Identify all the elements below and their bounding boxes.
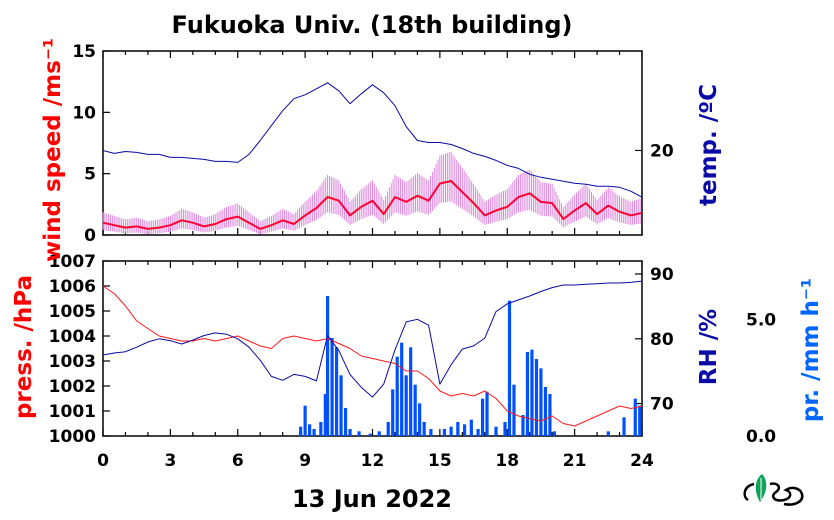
precip-bar — [348, 429, 352, 436]
precip-bar — [303, 405, 307, 436]
wind-speed-axis-label: wind speed /ms⁻¹ — [40, 38, 66, 262]
left-tick-label: 1006 — [49, 277, 96, 297]
right-tick-label: 90 — [650, 265, 674, 285]
x-tick-label: 18 — [495, 451, 519, 471]
precip-bar — [334, 347, 339, 436]
x-tick-label: 21 — [563, 451, 587, 471]
left-tick-label: 5 — [84, 165, 96, 185]
precip-bar — [429, 429, 433, 436]
precip-bar — [503, 422, 507, 436]
x-tick-label: 12 — [361, 451, 385, 471]
precip-bar — [442, 429, 446, 436]
precip-bar — [391, 389, 395, 436]
precip-series — [299, 296, 642, 436]
left-tick-label: 1000 — [49, 427, 96, 447]
temperature-line — [102, 82, 643, 198]
precip-bar — [308, 424, 312, 436]
x-tick-label: 24 — [630, 451, 654, 471]
left-tick-label: 1004 — [49, 327, 96, 347]
right-tick-label: 20 — [650, 141, 674, 161]
precip-bar — [323, 394, 327, 436]
precip-bar — [325, 296, 330, 436]
precip-bar — [521, 415, 525, 436]
precip-bar — [395, 356, 399, 436]
precip-bar — [404, 375, 408, 436]
precip-bar — [494, 426, 498, 436]
left-tick-label: 1003 — [49, 352, 96, 372]
right-tick-label: 70 — [650, 395, 674, 415]
wind-temperature-panel: 0 5 10 15 20 — [72, 42, 674, 246]
precip-tick-label: 5.0 — [746, 310, 776, 330]
pressure-line — [102, 285, 643, 427]
left-tick-label: 1001 — [49, 402, 96, 422]
precip-bar — [552, 431, 557, 436]
precip-bar — [400, 342, 404, 436]
precip-bar — [357, 431, 361, 436]
precip-bar — [633, 398, 637, 436]
precip-bar — [525, 352, 530, 436]
precip-bar — [319, 422, 323, 436]
left-tick-label: 1007 — [49, 252, 96, 272]
precip-tick-label: 0.0 — [746, 427, 776, 447]
x-tick-label: 15 — [428, 451, 452, 471]
leaf-logo-icon — [743, 474, 804, 506]
plot-frame — [102, 260, 643, 437]
precip-bar — [449, 426, 453, 436]
precip-bar — [476, 429, 480, 436]
x-axis-date-label: 13 Jun 2022 — [292, 485, 452, 513]
left-tick-label: 1005 — [49, 302, 96, 322]
precip-bar — [339, 375, 343, 436]
precipitation-axis-label: pr. /mm h⁻¹ — [798, 278, 824, 422]
precip-bar — [368, 433, 372, 436]
x-axis-ticks: 0 3 6 9 12 15 18 21 24 — [97, 451, 654, 471]
precip-bar — [480, 398, 485, 436]
precip-bar — [638, 405, 642, 436]
precip-bar — [299, 426, 303, 436]
precip-bar — [507, 300, 512, 436]
precip-bar — [312, 429, 316, 436]
precip-bar — [413, 384, 417, 436]
precip-bar — [622, 417, 626, 436]
x-tick-label: 3 — [164, 451, 176, 471]
precip-bar — [462, 424, 467, 436]
pressure-axis-label: press. /hPa — [11, 275, 37, 419]
precip-bar — [530, 349, 534, 436]
temperature-axis-label: temp. /ºC — [696, 84, 722, 206]
humidity-line — [102, 280, 643, 398]
right-tick-label: 80 — [650, 330, 674, 350]
precip-bar — [469, 419, 473, 436]
precip-bar — [606, 431, 610, 436]
wind-raw-series — [102, 151, 641, 235]
x-tick-label: 9 — [299, 451, 311, 471]
chart-title: Fukuoka Univ. (18th building) — [172, 11, 573, 39]
precip-bar — [343, 408, 348, 436]
precip-bar — [386, 422, 390, 436]
precip-bar — [548, 394, 552, 436]
precip-bar — [377, 431, 381, 436]
x-tick-label: 6 — [232, 451, 244, 471]
precip-bar — [418, 403, 422, 436]
precip-bar — [543, 387, 548, 436]
precip-bar — [456, 422, 460, 436]
precip-bar — [330, 338, 334, 436]
pressure-humidity-precip-panel: 1000 1001 1002 1003 1004 1005 1006 1007 70 80 90 0.… — [49, 252, 777, 447]
precip-bar — [485, 391, 489, 436]
x-tick-label: 0 — [97, 451, 109, 471]
left-tick-label: 15 — [72, 42, 96, 62]
precip-bar — [422, 422, 426, 436]
precip-bar — [534, 359, 539, 436]
left-tick-label: 0 — [84, 226, 96, 246]
precip-bar — [409, 347, 413, 436]
precip-bar — [512, 384, 516, 436]
left-tick-label: 10 — [72, 103, 96, 123]
wind-average-line — [102, 180, 643, 230]
humidity-axis-label: RH /% — [696, 309, 722, 385]
precip-bar — [539, 368, 543, 436]
left-tick-label: 1002 — [49, 377, 96, 397]
